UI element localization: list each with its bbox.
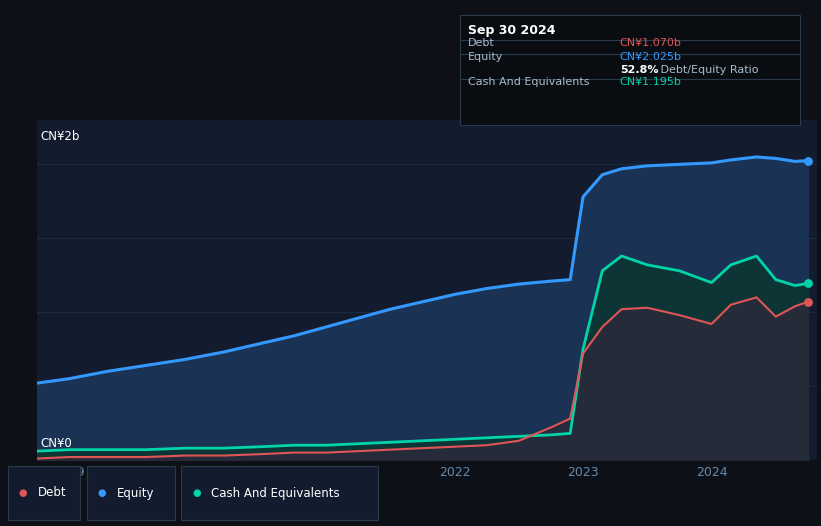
Text: ●: ● (98, 488, 106, 498)
Text: ●: ● (192, 488, 200, 498)
Text: Cash And Equivalents: Cash And Equivalents (468, 77, 589, 87)
Text: Debt: Debt (468, 38, 495, 48)
Text: 52.8%: 52.8% (620, 65, 658, 75)
Text: Debt: Debt (38, 487, 67, 500)
Text: CN¥0: CN¥0 (41, 437, 72, 450)
Text: ●: ● (19, 488, 27, 498)
Text: Equity: Equity (468, 53, 503, 63)
Text: CN¥2b: CN¥2b (41, 130, 80, 143)
Text: Equity: Equity (117, 487, 154, 500)
Text: CN¥2.025b: CN¥2.025b (620, 53, 681, 63)
Text: CN¥1.070b: CN¥1.070b (620, 38, 681, 48)
Text: CN¥1.195b: CN¥1.195b (620, 77, 681, 87)
Text: Cash And Equivalents: Cash And Equivalents (211, 487, 340, 500)
Text: Debt/Equity Ratio: Debt/Equity Ratio (657, 65, 759, 75)
Text: Sep 30 2024: Sep 30 2024 (468, 24, 556, 37)
Point (801, 156, 814, 165)
Point (801, 279, 814, 288)
Point (801, 298, 814, 306)
